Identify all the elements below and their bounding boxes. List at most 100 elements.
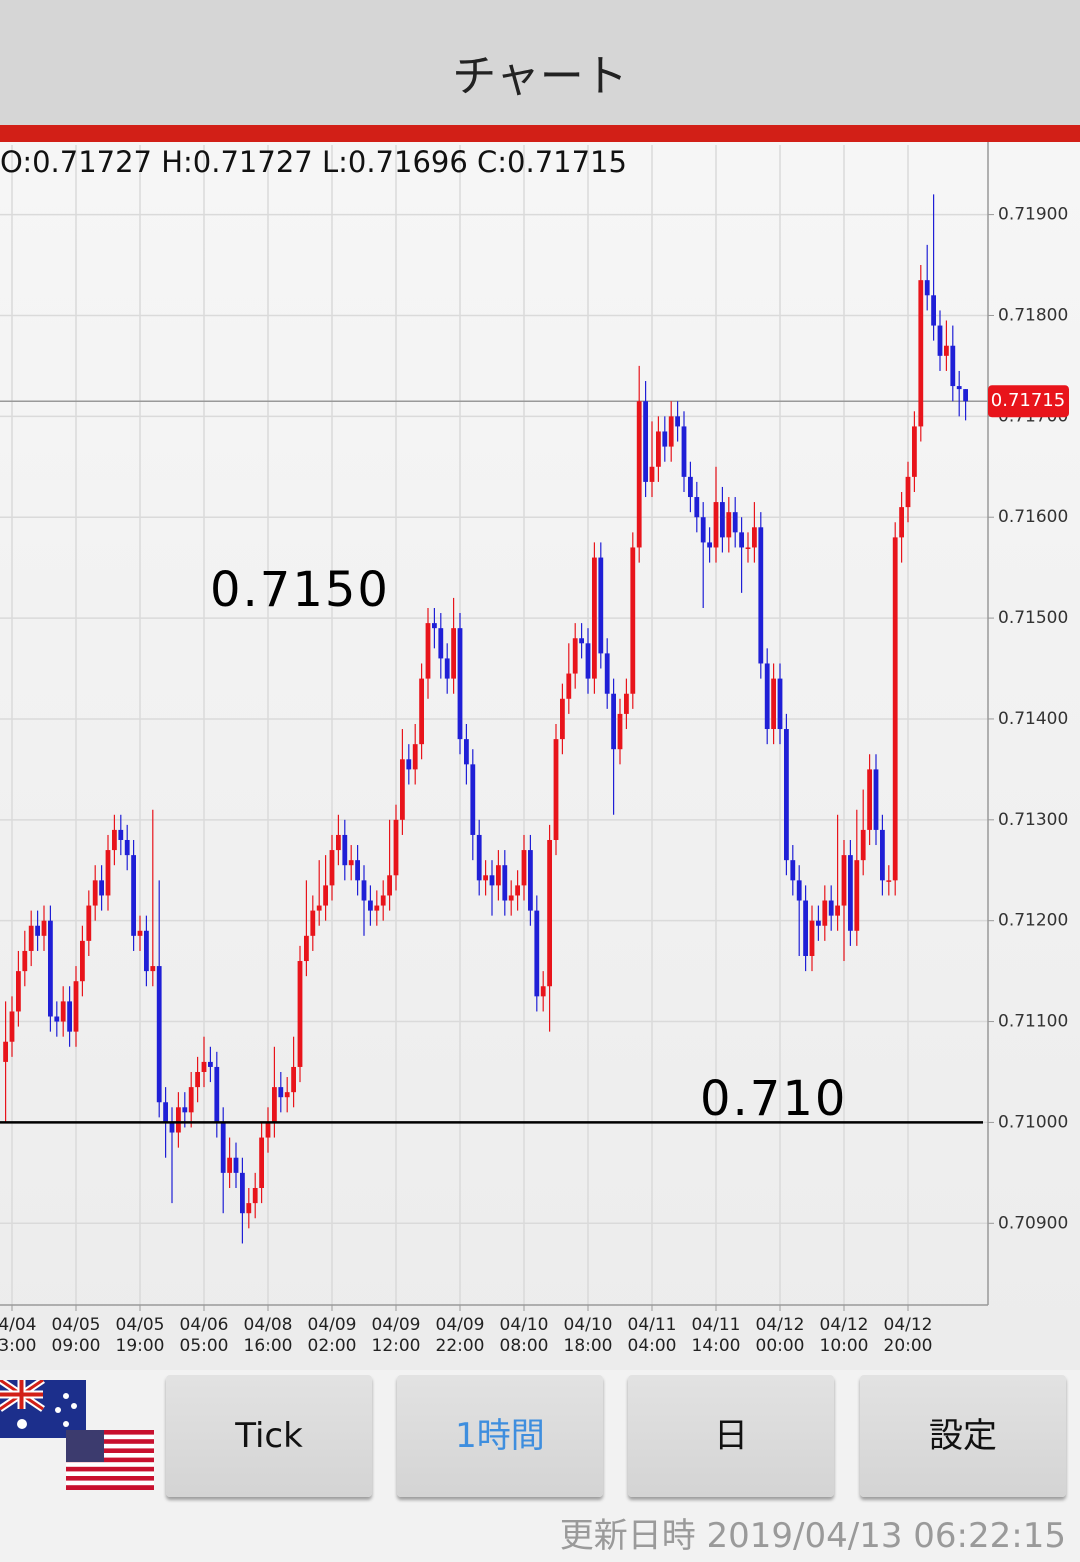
candle-body: [656, 431, 661, 467]
candle-body: [16, 971, 21, 1012]
day-button[interactable]: 日: [628, 1375, 834, 1497]
candle-body: [534, 910, 540, 997]
candle-body: [195, 1071, 200, 1088]
candle-body: [144, 930, 149, 972]
candle-body: [547, 839, 552, 987]
x-tick-label: 04/10 08:00: [499, 1315, 549, 1356]
candle-body: [566, 673, 572, 699]
candle-body: [688, 476, 693, 498]
candle-body: [400, 759, 405, 820]
candle-body: [841, 855, 847, 906]
candle-body: [848, 855, 853, 931]
candle-body: [745, 547, 751, 549]
candle-body: [41, 920, 47, 936]
candle-body: [483, 875, 488, 881]
candle-body: [944, 345, 949, 356]
x-tick-label: 04/09 02:00: [307, 1315, 357, 1356]
candle-body: [188, 1087, 194, 1113]
candle-body: [496, 865, 501, 886]
candle-body: [163, 1102, 168, 1123]
us-flag-canton: [66, 1430, 104, 1462]
y-tick-label: 0.71100: [998, 1012, 1068, 1032]
candle-body: [272, 1087, 277, 1123]
candle-body: [892, 537, 898, 881]
candle-body: [854, 860, 860, 931]
candle-body: [867, 769, 872, 830]
candle-body: [553, 739, 559, 840]
y-tick-label: 0.71400: [998, 709, 1068, 729]
candle-body: [201, 1061, 207, 1072]
candle-body: [643, 401, 648, 482]
candle-body: [374, 905, 380, 911]
currency-pair-flags: [0, 1380, 154, 1490]
candle-body: [336, 834, 341, 851]
candle-body: [137, 930, 143, 936]
candle-body: [630, 547, 636, 694]
candle-body: [323, 885, 328, 906]
candle-body: [304, 935, 309, 962]
candle-body: [502, 865, 508, 901]
annotation: 0.710: [700, 1071, 848, 1127]
y-tick-label: 0.71500: [998, 608, 1068, 628]
candle-body: [259, 1137, 264, 1188]
candle-body: [464, 739, 469, 765]
candle-body: [265, 1122, 271, 1138]
y-tick-label: 0.70900: [998, 1213, 1068, 1233]
candle-body: [790, 860, 796, 881]
candle-body: [905, 476, 911, 508]
candle-body: [112, 829, 117, 851]
y-tick-label: 0.71000: [998, 1112, 1068, 1132]
candle-body: [956, 386, 962, 390]
candle-body: [342, 834, 348, 866]
candle-body: [937, 325, 943, 356]
x-tick-label: 04/11 14:00: [691, 1315, 741, 1356]
candle-body: [35, 925, 40, 936]
candle-body: [803, 900, 808, 956]
candle-body: [931, 295, 936, 326]
candle-body: [182, 1107, 188, 1113]
settings-button[interactable]: 設定: [860, 1375, 1066, 1497]
candle-body: [508, 895, 514, 901]
candle-body: [784, 729, 789, 861]
candle-body: [406, 759, 412, 770]
candle-body: [208, 1061, 213, 1067]
candle-body: [675, 416, 680, 427]
ohlc-readout: O:0.71727 H:0.71727 L:0.71696 C:0.71715: [0, 145, 627, 179]
candle-body: [99, 880, 104, 896]
update-time: 更新日時 2019/04/13 06:22:15: [559, 1516, 1066, 1556]
candle-body: [246, 1203, 252, 1214]
candle-body: [355, 860, 360, 881]
candle-body: [124, 839, 130, 856]
candle-body: [636, 401, 642, 548]
hour-button[interactable]: 1時間: [397, 1375, 603, 1497]
candle-body: [3, 1041, 8, 1062]
candle-body: [92, 880, 98, 906]
last-price-label: 0.71715: [991, 390, 1065, 411]
y-tick-label: 0.71900: [998, 205, 1068, 225]
candle-body: [764, 663, 770, 730]
tick-button[interactable]: Tick: [166, 1375, 372, 1497]
candle-body: [310, 910, 316, 936]
candle-body: [432, 623, 437, 629]
candle-body: [873, 769, 879, 830]
y-tick-label: 0.71800: [998, 305, 1068, 325]
x-tick-label: 04/09 12:00: [371, 1315, 421, 1356]
candle-body: [611, 693, 616, 750]
candle-body: [726, 512, 732, 538]
candle-body: [713, 502, 719, 548]
candle-body: [252, 1187, 258, 1204]
candle-body: [220, 1122, 226, 1173]
candle-body: [918, 280, 924, 427]
us-flag-stripes: [66, 1430, 154, 1490]
candle-body: [771, 678, 776, 730]
candle-body: [732, 512, 738, 533]
candle-body: [291, 1066, 296, 1093]
candle-body: [720, 502, 725, 538]
candle-body: [80, 940, 85, 982]
candle-body: [28, 925, 34, 951]
au-flag-stars: [17, 1393, 77, 1429]
candle-body: [515, 885, 520, 896]
x-tick-label: 04/08 16:00: [243, 1315, 293, 1356]
candle-body: [131, 855, 136, 936]
last-price-badge: [988, 385, 1069, 418]
